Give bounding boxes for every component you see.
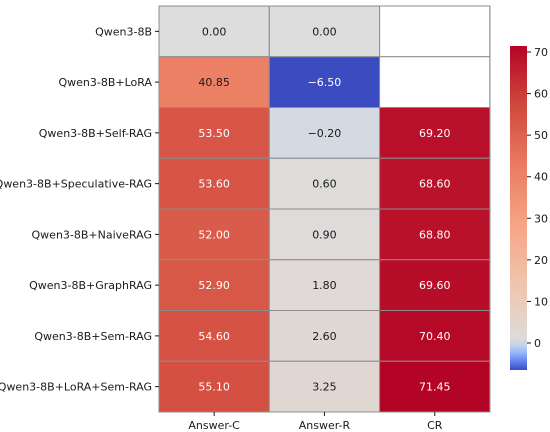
row-label: Qwen3-8B+Speculative-RAG: [0, 178, 152, 191]
cell-value-label: 3.25: [312, 381, 337, 394]
heatmap-cells: [158, 5, 491, 413]
cell-value-label: 40.85: [198, 76, 230, 89]
heatmap-cell: [268, 360, 381, 413]
heatmap-cell: [158, 360, 270, 413]
row-label: Qwen3-8B+Self-RAG: [39, 127, 152, 140]
column-label: CR: [427, 419, 443, 432]
heatmap-cell: [158, 5, 270, 58]
column-label: Answer-R: [299, 419, 351, 432]
row-label: Qwen3-8B: [95, 25, 152, 38]
cell-value-label: 2.60: [312, 330, 337, 343]
cell-value-label: 69.20: [419, 127, 451, 140]
colorbar-tick-label: 10: [534, 295, 548, 308]
cell-value-label: −0.20: [308, 127, 342, 140]
row-label: Qwen3-8B+GraphRAG: [29, 279, 152, 292]
colorbar-gradient: [510, 46, 527, 370]
cell-value-label: 54.60: [198, 330, 230, 343]
heatmap-cell: [379, 360, 491, 413]
heatmap-cell: [268, 107, 381, 159]
cell-value-label: 69.60: [419, 279, 451, 292]
column-labels: Answer-C Answer-R CR: [188, 412, 443, 432]
colorbar-tick-label: 40: [534, 171, 548, 184]
heatmap-cell: [379, 56, 491, 108]
heatmap-cell: [268, 310, 381, 362]
colorbar-tick-label: 70: [534, 46, 548, 59]
row-label: Qwen3-8B+LoRA+Sem-RAG: [0, 381, 152, 394]
column-label: Answer-C: [188, 419, 240, 432]
heatmap-cell: [379, 310, 491, 362]
cell-value-label: 71.45: [419, 381, 451, 394]
cell-value-label: 52.00: [198, 228, 230, 241]
colorbar-tick-label: 30: [534, 212, 548, 225]
colorbar: 0 10 20 30 40 50 60 70: [510, 46, 548, 370]
cell-value-label: 1.80: [312, 279, 337, 292]
cell-value-label: 0.90: [312, 228, 337, 241]
colorbar-tick-label: 20: [534, 254, 548, 267]
heatmap-cell: [268, 208, 381, 261]
cell-value-label: 0.60: [312, 178, 337, 191]
cell-value-label: 68.60: [419, 178, 451, 191]
heatmap-cell: [379, 157, 491, 210]
heatmap-cell: [379, 5, 491, 58]
heatmap-cell-labels: 0.00 0.00 40.85 −6.50 53.50 −0.20 69.20 53.60 0.…: [198, 25, 450, 393]
heatmap-cell: [158, 259, 270, 311]
heatmap-cell: [158, 56, 270, 108]
colorbar-tick-label: 0: [534, 337, 541, 350]
row-labels: Qwen3-8B Qwen3-8B+LoRA Qwen3-8B+Self-RAG Qw…: [0, 25, 159, 394]
cell-value-label: 0.00: [312, 25, 337, 38]
cell-value-label: 52.90: [198, 279, 230, 292]
heatmap-cell: [268, 56, 381, 108]
cell-value-label: 70.40: [419, 330, 451, 343]
cell-value-label: −6.50: [308, 76, 342, 89]
heatmap-cell: [379, 259, 491, 311]
cell-value-label: 53.60: [198, 178, 230, 191]
cell-value-label: 55.10: [198, 381, 230, 394]
colorbar-tick-label: 60: [534, 88, 548, 101]
cell-value-label: 0.00: [202, 25, 227, 38]
cell-value-label: 53.50: [198, 127, 230, 140]
row-label: Qwen3-8B+LoRA: [58, 76, 152, 89]
heatmap-cell: [268, 5, 381, 58]
colorbar-tick-label: 50: [534, 129, 548, 142]
row-label: Qwen3-8B+Sem-RAG: [34, 330, 152, 343]
cell-value-label: 68.80: [419, 228, 451, 241]
row-label: Qwen3-8B+NaiveRAG: [32, 228, 152, 241]
